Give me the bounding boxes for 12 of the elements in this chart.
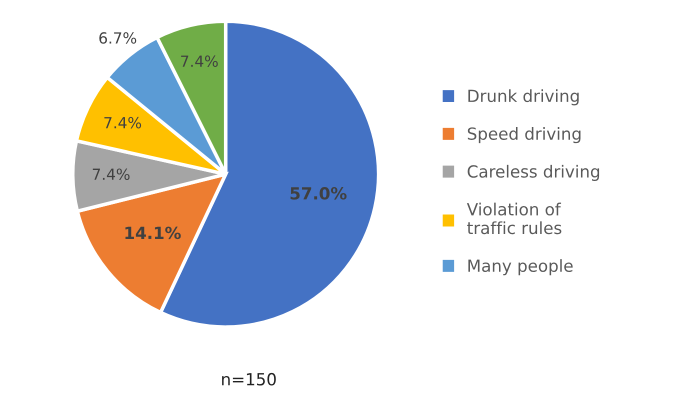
legend-label: Careless driving bbox=[468, 164, 600, 181]
data-label: 6.7% bbox=[99, 32, 136, 44]
legend-label: Drunk driving bbox=[468, 89, 579, 106]
data-label: 7.4% bbox=[181, 55, 218, 67]
legend-label: Many people bbox=[468, 259, 573, 276]
data-label: 7.4% bbox=[104, 116, 142, 128]
legend-label: Violation of traffic rules bbox=[466, 202, 562, 234]
legend-label: Speed driving bbox=[468, 127, 580, 144]
data-label: 14.1% bbox=[125, 226, 181, 240]
data-label: 57.0% bbox=[290, 187, 347, 200]
data-label: 7.4% bbox=[92, 168, 130, 180]
text: n=150 bbox=[222, 372, 276, 386]
